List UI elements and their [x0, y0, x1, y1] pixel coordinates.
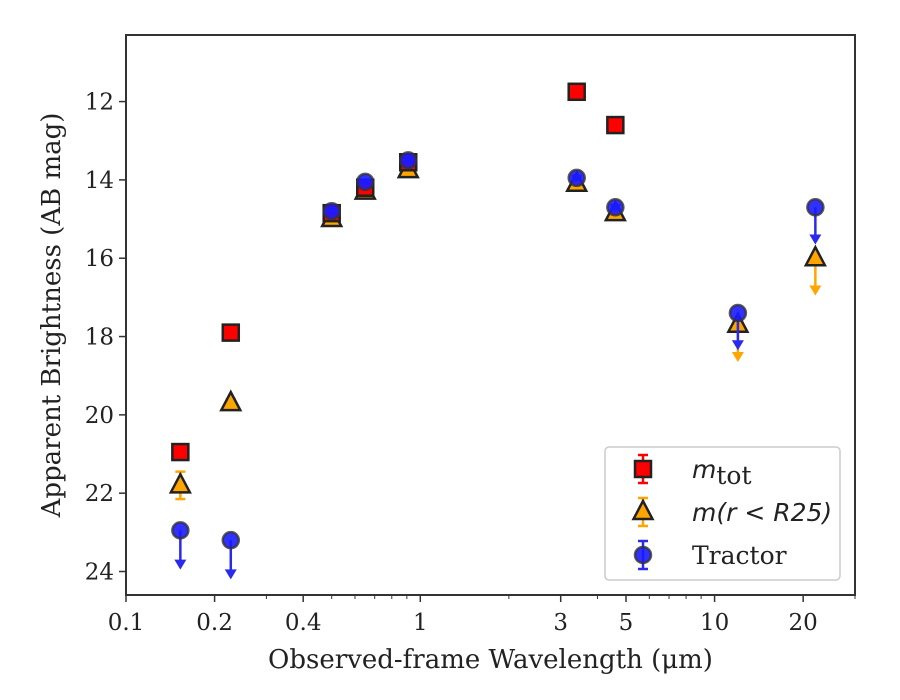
data-point	[322, 201, 341, 221]
y-axis-title: Apparent Brightness (AB mag)	[37, 113, 67, 519]
y-tick-label: 12	[85, 90, 114, 116]
data-point	[168, 471, 192, 494]
data-point	[398, 151, 418, 170]
series-0	[171, 82, 625, 462]
x-axis: 0.1 0.2 0.4 1 3 5 10 20	[108, 595, 856, 636]
y-tick-label: 20	[85, 403, 114, 429]
data-point	[803, 244, 827, 267]
x-tick-label: 10	[700, 610, 729, 636]
x-tick-label: 1	[413, 610, 428, 636]
data-point	[806, 198, 825, 217]
y-tick-label: 24	[85, 560, 114, 586]
data-point	[567, 168, 586, 188]
upper-limit-arrow-head	[224, 569, 237, 580]
x-tick-label: 3	[553, 610, 568, 636]
y-tick-label: 22	[85, 481, 114, 507]
y-tick-label: 18	[85, 325, 114, 351]
legend-marker	[633, 545, 653, 565]
data-point	[567, 82, 586, 102]
data-point	[728, 303, 748, 323]
chart-marks	[168, 82, 827, 580]
legend-marker	[631, 498, 655, 521]
legend-label: m(r < R25)	[692, 498, 832, 527]
legend-label: Tractor	[692, 541, 787, 570]
x-tick-label: 0.4	[285, 610, 322, 636]
data-point	[171, 521, 190, 540]
series-2	[171, 151, 825, 580]
legend: mtot m(r < R25) Tractor	[604, 446, 841, 581]
data-point	[221, 323, 241, 342]
x-tick-label: 0.2	[196, 610, 233, 636]
legend-label: mtot	[692, 455, 752, 490]
data-point	[219, 389, 243, 412]
y-tick-label: 16	[85, 246, 114, 272]
data-point	[606, 198, 625, 217]
upper-limit-arrow-head	[809, 285, 822, 296]
data-point	[171, 442, 190, 462]
data-point	[355, 172, 375, 192]
y-axis: 12 14 16 18 20 22 24	[85, 90, 126, 586]
x-tick-label: 20	[789, 610, 818, 636]
legend-box	[604, 446, 841, 581]
x-tick-label: 0.1	[108, 610, 145, 636]
x-axis-title: Observed-frame Wavelength (μm)	[268, 645, 713, 675]
upper-limit-arrow-head	[731, 340, 744, 351]
upper-limit-arrow-head	[731, 352, 744, 363]
upper-limit-arrow-head	[174, 559, 187, 570]
upper-limit-arrow-head	[809, 234, 822, 245]
data-point	[221, 530, 241, 550]
y-tick-label: 14	[85, 168, 114, 194]
data-point	[606, 115, 625, 135]
legend-marker	[633, 459, 653, 479]
x-tick-label: 5	[619, 610, 634, 636]
plot-frame	[125, 34, 856, 596]
